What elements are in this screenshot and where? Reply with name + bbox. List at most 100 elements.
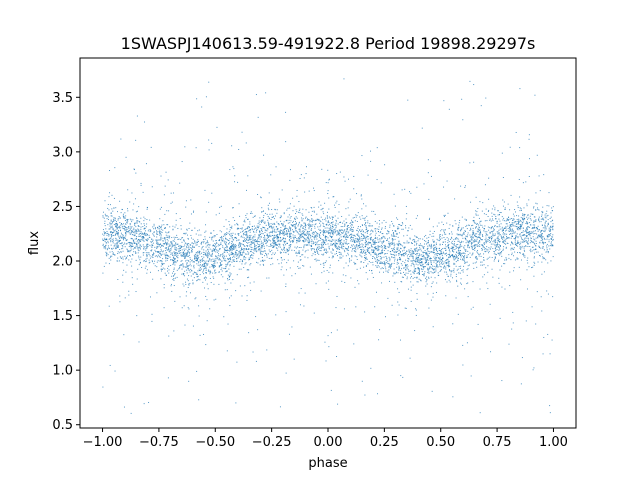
data-point: [482, 235, 484, 237]
data-point: [239, 242, 241, 244]
data-point: [136, 231, 138, 233]
data-point: [241, 254, 243, 256]
data-point: [311, 207, 313, 209]
data-point: [489, 241, 491, 243]
data-point: [519, 233, 521, 235]
data-point: [110, 244, 112, 246]
data-point: [242, 243, 244, 245]
data-point: [509, 228, 511, 230]
data-point: [456, 237, 458, 239]
data-point: [112, 242, 114, 244]
data-point: [375, 242, 377, 244]
data-point: [310, 245, 312, 247]
data-point: [488, 198, 490, 200]
data-point: [514, 232, 516, 234]
data-point: [409, 237, 411, 239]
data-point: [313, 248, 315, 250]
data-point: [539, 255, 541, 257]
data-point: [317, 248, 319, 250]
data-point: [533, 206, 535, 208]
data-point: [378, 266, 380, 268]
data-point: [252, 251, 254, 253]
data-point: [439, 258, 441, 260]
data-point: [285, 269, 287, 271]
data-point: [152, 278, 154, 280]
data-point: [110, 215, 112, 217]
data-point: [270, 245, 272, 247]
data-point: [341, 239, 343, 241]
data-point: [445, 253, 447, 255]
data-point: [177, 238, 179, 240]
data-point: [552, 244, 554, 246]
data-point: [410, 281, 412, 283]
data-point: [156, 243, 158, 245]
data-point: [427, 250, 429, 252]
data-point: [485, 240, 487, 242]
data-point: [381, 248, 383, 250]
data-point: [341, 215, 343, 217]
data-point: [456, 256, 458, 258]
data-point: [201, 259, 203, 261]
data-point: [487, 271, 489, 273]
data-point: [266, 230, 268, 232]
data-point: [341, 280, 343, 282]
data-point: [151, 320, 153, 322]
data-point: [241, 227, 243, 229]
data-point: [370, 262, 372, 264]
data-point: [351, 234, 353, 236]
data-point: [416, 243, 418, 245]
data-point: [117, 241, 119, 243]
data-point: [145, 258, 147, 260]
data-point: [546, 210, 548, 212]
data-point: [326, 223, 328, 225]
data-point: [279, 233, 281, 235]
data-point: [420, 258, 422, 260]
data-point: [472, 231, 474, 233]
data-point: [514, 222, 516, 224]
data-point: [245, 238, 247, 240]
data-point: [146, 207, 148, 209]
data-point: [400, 259, 402, 261]
data-point: [160, 231, 162, 233]
data-point: [293, 358, 295, 360]
data-point: [346, 222, 348, 224]
data-point: [489, 227, 491, 229]
data-point: [421, 265, 423, 267]
data-point: [146, 247, 148, 249]
data-point: [439, 256, 441, 258]
data-point: [124, 226, 126, 228]
data-point: [482, 202, 484, 204]
data-point: [527, 215, 529, 217]
data-point: [414, 330, 416, 332]
data-point: [298, 253, 300, 255]
data-point: [500, 253, 502, 255]
data-point: [346, 226, 348, 228]
data-point: [412, 255, 414, 257]
data-point: [296, 246, 298, 248]
data-point: [533, 249, 535, 251]
data-point: [346, 243, 348, 245]
data-point: [132, 283, 134, 285]
data-point: [134, 247, 136, 249]
data-point: [175, 248, 177, 250]
data-point: [528, 231, 530, 233]
data-point: [247, 269, 249, 271]
data-point: [139, 244, 141, 246]
data-point: [201, 241, 203, 243]
data-point: [161, 261, 163, 263]
data-point: [517, 205, 519, 207]
data-point: [258, 235, 260, 237]
data-point: [421, 127, 423, 129]
data-point: [415, 263, 417, 265]
data-point: [121, 242, 123, 244]
data-point: [542, 206, 544, 208]
data-point: [292, 221, 294, 223]
data-point: [413, 260, 415, 262]
data-point: [262, 233, 264, 235]
data-point: [323, 231, 325, 233]
data-point: [233, 259, 235, 261]
data-point: [372, 256, 374, 258]
data-point: [323, 229, 325, 231]
data-point: [151, 246, 153, 248]
data-point: [526, 235, 528, 237]
